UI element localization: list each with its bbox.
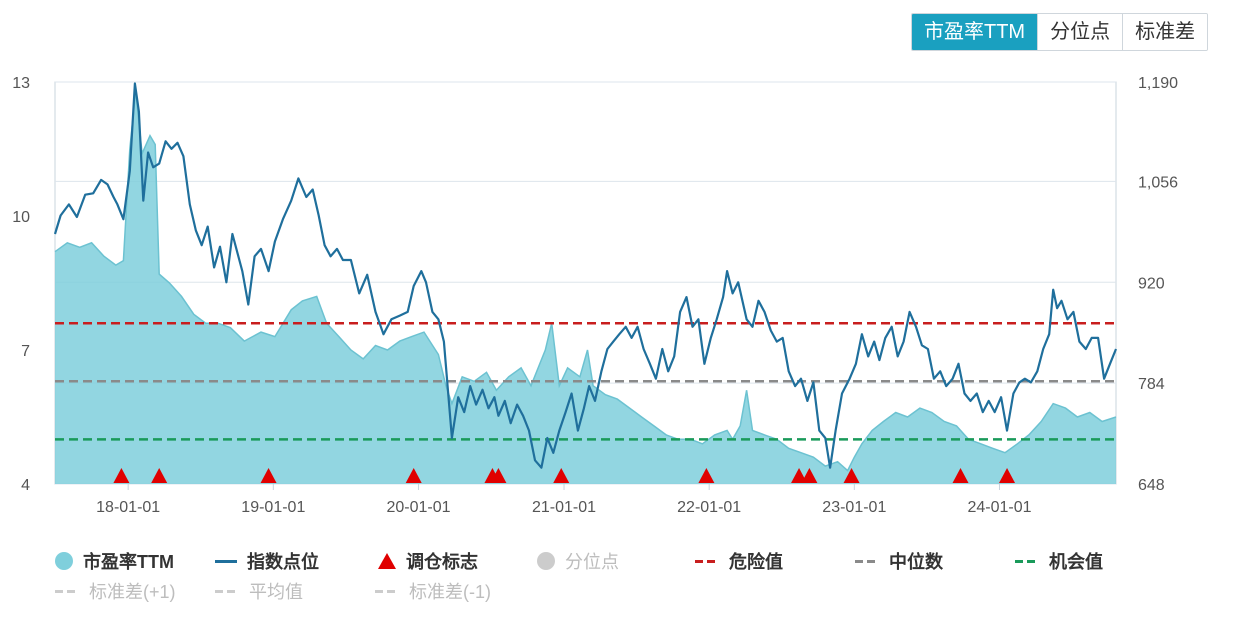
legend-label: 标准差(-1) bbox=[409, 582, 491, 602]
legend-item-danger-value[interactable]: 危险值 bbox=[695, 548, 783, 574]
rebalance-marker bbox=[843, 468, 860, 483]
legend-label: 标准差(+1) bbox=[89, 582, 176, 602]
pe-ttm-edge bbox=[54, 90, 1117, 472]
x-tick-label: 20-01-01 bbox=[386, 499, 450, 516]
legend-item-pe-ttm[interactable]: 市盈率TTM bbox=[55, 548, 174, 574]
legend-label: 平均值 bbox=[249, 582, 303, 602]
y-right-tick-label: 1,190 bbox=[1138, 75, 1178, 92]
y-right-tick-label: 648 bbox=[1138, 477, 1165, 494]
legend-dash-icon bbox=[855, 559, 879, 563]
legend-item-rebalance-flag[interactable]: 调仓标志 bbox=[378, 548, 478, 574]
legend-circle-icon bbox=[537, 552, 555, 570]
rebalance-marker bbox=[490, 468, 507, 483]
y-left-tick-label: 10 bbox=[12, 209, 30, 226]
legend-circle-icon bbox=[55, 552, 73, 570]
index-points-line bbox=[53, 82, 1118, 469]
x-tick-label: 21-01-01 bbox=[532, 499, 596, 516]
legend-dash-icon bbox=[375, 589, 399, 593]
x-tick-label: 18-01-01 bbox=[96, 499, 160, 516]
x-tick-label: 19-01-01 bbox=[241, 499, 305, 516]
rebalance-marker bbox=[260, 468, 277, 483]
rebalance-marker bbox=[553, 468, 570, 483]
x-tick-label: 22-01-01 bbox=[677, 499, 741, 516]
legend-label: 机会值 bbox=[1049, 552, 1103, 572]
metric-tabs: 市盈率TTM 分位点 标准差 bbox=[911, 13, 1209, 51]
y-right-tick-label: 784 bbox=[1138, 376, 1165, 393]
legend-label: 指数点位 bbox=[247, 552, 319, 572]
pe-index-chart: 18-01-01 19-01-01 20-01-01 21-01-01 22-01-01… bbox=[12, 75, 1178, 516]
chart-legend: 市盈率TTM 指数点位 调仓标志 分位点 危险值 中位数 机会值 标准差(+1)… bbox=[0, 540, 1249, 610]
legend-label: 危险值 bbox=[729, 552, 783, 572]
legend-label: 市盈率TTM bbox=[83, 552, 174, 572]
legend-label: 分位点 bbox=[565, 552, 619, 572]
y-left-tick-label: 13 bbox=[12, 75, 30, 92]
legend-item-median[interactable]: 中位数 bbox=[855, 548, 943, 574]
x-tick-label: 24-01-01 bbox=[967, 499, 1031, 516]
tab-percentile[interactable]: 分位点 bbox=[1037, 14, 1123, 50]
y-left-tick-label: 7 bbox=[21, 343, 30, 360]
legend-item-std-minus-one[interactable]: 标准差(-1) bbox=[375, 578, 491, 604]
tab-pe-ttm[interactable]: 市盈率TTM bbox=[912, 14, 1038, 50]
y-left-tick-label: 4 bbox=[21, 477, 30, 494]
legend-label: 调仓标志 bbox=[406, 552, 478, 572]
rebalance-marker bbox=[151, 468, 168, 483]
legend-item-index-points[interactable]: 指数点位 bbox=[215, 548, 319, 574]
rebalance-marker bbox=[999, 468, 1016, 483]
rebalance-marker bbox=[791, 468, 808, 483]
y-right-tick-label: 1,056 bbox=[1138, 174, 1178, 191]
rebalance-marker bbox=[405, 468, 422, 483]
x-tick-label: 23-01-01 bbox=[822, 499, 886, 516]
legend-label: 中位数 bbox=[889, 552, 943, 572]
rebalance-marker bbox=[801, 468, 818, 483]
legend-dash-icon bbox=[215, 589, 239, 593]
legend-line-icon bbox=[215, 559, 237, 563]
legend-dash-icon bbox=[55, 589, 79, 593]
y-right-tick-label: 920 bbox=[1138, 275, 1165, 292]
legend-dash-icon bbox=[1015, 559, 1039, 563]
pe-ttm-area bbox=[55, 90, 1116, 485]
legend-item-opportunity-value[interactable]: 机会值 bbox=[1015, 548, 1103, 574]
legend-item-std-plus-one[interactable]: 标准差(+1) bbox=[55, 578, 176, 604]
legend-dash-icon bbox=[695, 559, 719, 563]
rebalance-marker bbox=[113, 468, 130, 483]
rebalance-marker bbox=[698, 468, 715, 483]
legend-item-average[interactable]: 平均值 bbox=[215, 578, 303, 604]
legend-triangle-icon bbox=[378, 553, 396, 569]
rebalance-marker bbox=[952, 468, 969, 483]
legend-item-percentile[interactable]: 分位点 bbox=[537, 548, 619, 574]
tab-std-dev[interactable]: 标准差 bbox=[1122, 14, 1208, 50]
